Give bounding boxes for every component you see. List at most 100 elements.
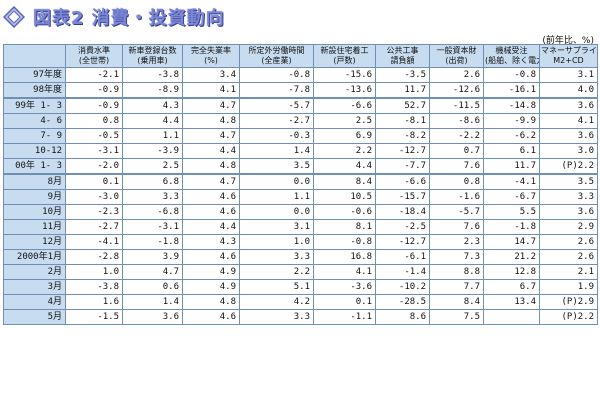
table-cell: -3.8 [65, 279, 123, 295]
column-header: 公共工事 請負額 [375, 44, 430, 68]
row-label: 7- 9 [3, 128, 66, 144]
table-cell: 2.6 [429, 67, 484, 83]
table-cell: 4.3 [182, 234, 240, 250]
table-cell: 3.9 [122, 249, 183, 265]
table-cell: -0.8 [483, 67, 540, 83]
table-cell: 4.1 [182, 82, 240, 99]
table-cell: 6.1 [483, 143, 540, 159]
table-cell: 8.4 [313, 173, 376, 190]
column-header: 一般資本財 (出荷) [429, 44, 484, 68]
table-cell: -1.4 [375, 264, 430, 280]
table-cell: -12.6 [429, 82, 484, 99]
table-cell: 4.7 [182, 173, 240, 190]
unit-note: (前年比、%) [542, 36, 594, 46]
row-label: 11月 [3, 219, 66, 235]
table-cell: -0.5 [65, 128, 123, 144]
table-cell: 4.7 [182, 128, 240, 144]
table-cell: 3.6 [539, 128, 598, 144]
table-cell: (P)2.2 [539, 309, 598, 325]
table-cell: 4.3 [122, 97, 183, 114]
table-cell: 4.7 [122, 264, 183, 280]
table-cell: -13.6 [313, 82, 376, 99]
table-cell: 5.1 [239, 279, 314, 295]
table-cell: 21.2 [483, 249, 540, 265]
table-row: 99年 1- 3 -0.9 4.3 4.7 -5.7 -6.6 52.7 -11.5 -14.8… [3, 97, 598, 114]
table-cell: 4.4 [182, 219, 240, 235]
table-cell: 2.9 [539, 219, 598, 235]
table-cell: -8.9 [122, 82, 183, 99]
table-cell: 0.8 [65, 113, 123, 129]
table-cell: 0.0 [239, 173, 314, 190]
table-row: 7- 9 -0.5 1.1 4.7 -0.3 6.9 -8.2 -2.2 -6.2 3.6 [3, 128, 598, 144]
table-cell: -8.1 [375, 113, 430, 129]
table-cell: -10.2 [375, 279, 430, 295]
table-cell: -15.7 [375, 189, 430, 205]
table-cell: 2.2 [239, 264, 314, 280]
table-cell: 2.1 [539, 264, 598, 280]
table-cell: 8.4 [429, 294, 484, 310]
table-cell: 3.3 [122, 189, 183, 205]
table-cell: 4.9 [182, 279, 240, 295]
table-row: 5月 -1.5 3.6 4.6 3.3 -1.1 8.6 7.5 (P)2.2 [3, 309, 598, 325]
table-cell: 4.6 [182, 249, 240, 265]
table-cell: -12.7 [375, 143, 430, 159]
table-cell: -6.8 [122, 204, 183, 220]
table-cell: 1.4 [122, 294, 183, 310]
table-row: 3月 -3.8 0.6 4.9 5.1 -3.6 -10.2 7.7 6.7 1.9 [3, 279, 598, 295]
table-body: 97年度 -2.1 -3.8 3.4 -0.8 -15.6 -3.5 2.6 -0.8 3.1 98… [3, 67, 598, 325]
table-cell: -3.9 [122, 143, 183, 159]
table-cell: -2.8 [65, 249, 123, 265]
table-cell: 3.1 [239, 219, 314, 235]
row-label: 9月 [3, 189, 66, 205]
table-cell: -0.9 [65, 97, 123, 114]
table-cell: 4.9 [182, 264, 240, 280]
table-cell: -1.6 [429, 189, 484, 205]
table-cell: -0.3 [239, 128, 314, 144]
diamond-logo-icon [3, 6, 25, 28]
table-cell: 3.3 [539, 189, 598, 205]
row-label: 8月 [3, 173, 66, 190]
table-cell: -6.2 [483, 128, 540, 144]
page-header: 図表2 消費・投資動向 [3, 2, 225, 32]
row-label: 10-12 [3, 143, 66, 159]
table-cell: -0.9 [65, 82, 123, 99]
table-cell: 3.6 [539, 204, 598, 220]
page-title: 図表2 消費・投資動向 [33, 8, 225, 29]
column-header: 機械受注(船舶、除く電力) [483, 44, 540, 68]
table-cell: -3.0 [65, 189, 123, 205]
table-cell: 1.9 [539, 279, 598, 295]
table-cell: 7.3 [429, 249, 484, 265]
table-cell: 4.1 [313, 264, 376, 280]
table-cell: 7.5 [429, 309, 484, 325]
table-row: 4- 6 0.8 4.4 4.8 -2.7 2.5 -8.1 -8.6 -9.9 4.1 [3, 113, 598, 129]
table-cell: 4.4 [122, 113, 183, 129]
table-cell: 3.3 [239, 249, 314, 265]
table-cell: 1.6 [65, 294, 123, 310]
table-cell: 14.7 [483, 234, 540, 250]
table-cell: 11.7 [483, 158, 540, 175]
row-label: 00年 1- 3 [3, 158, 66, 175]
table-cell: -2.2 [429, 128, 484, 144]
table-cell: 0.1 [313, 294, 376, 310]
table-cell: 13.4 [483, 294, 540, 310]
table-cell: -1.8 [483, 219, 540, 235]
table-cell: -9.9 [483, 113, 540, 129]
table-cell: -8.2 [375, 128, 430, 144]
table-cell: -5.7 [429, 204, 484, 220]
table-cell: 1.1 [239, 189, 314, 205]
table-cell: 52.7 [375, 97, 430, 114]
table-cell: -4.1 [65, 234, 123, 250]
row-label: 3月 [3, 279, 66, 295]
table-row: 8月 0.1 6.8 4.7 0.0 8.4 -6.6 0.8 -4.1 3.5 [3, 173, 598, 190]
table-cell: 4.1 [539, 113, 598, 129]
table-row: 12月 -4.1 -1.8 4.3 1.0 -0.8 -12.7 2.3 14.7 2.6 [3, 234, 598, 250]
table-cell: 7.6 [429, 219, 484, 235]
table-cell: 10.5 [313, 189, 376, 205]
table-cell: 3.0 [539, 143, 598, 159]
table-cell: -14.8 [483, 97, 540, 114]
table-cell: 4.8 [182, 294, 240, 310]
column-header: 完全失業率 (%) [182, 44, 240, 68]
table-cell: 0.7 [429, 143, 484, 159]
table-cell: 2.6 [539, 249, 598, 265]
table-cell: 4.8 [182, 113, 240, 129]
